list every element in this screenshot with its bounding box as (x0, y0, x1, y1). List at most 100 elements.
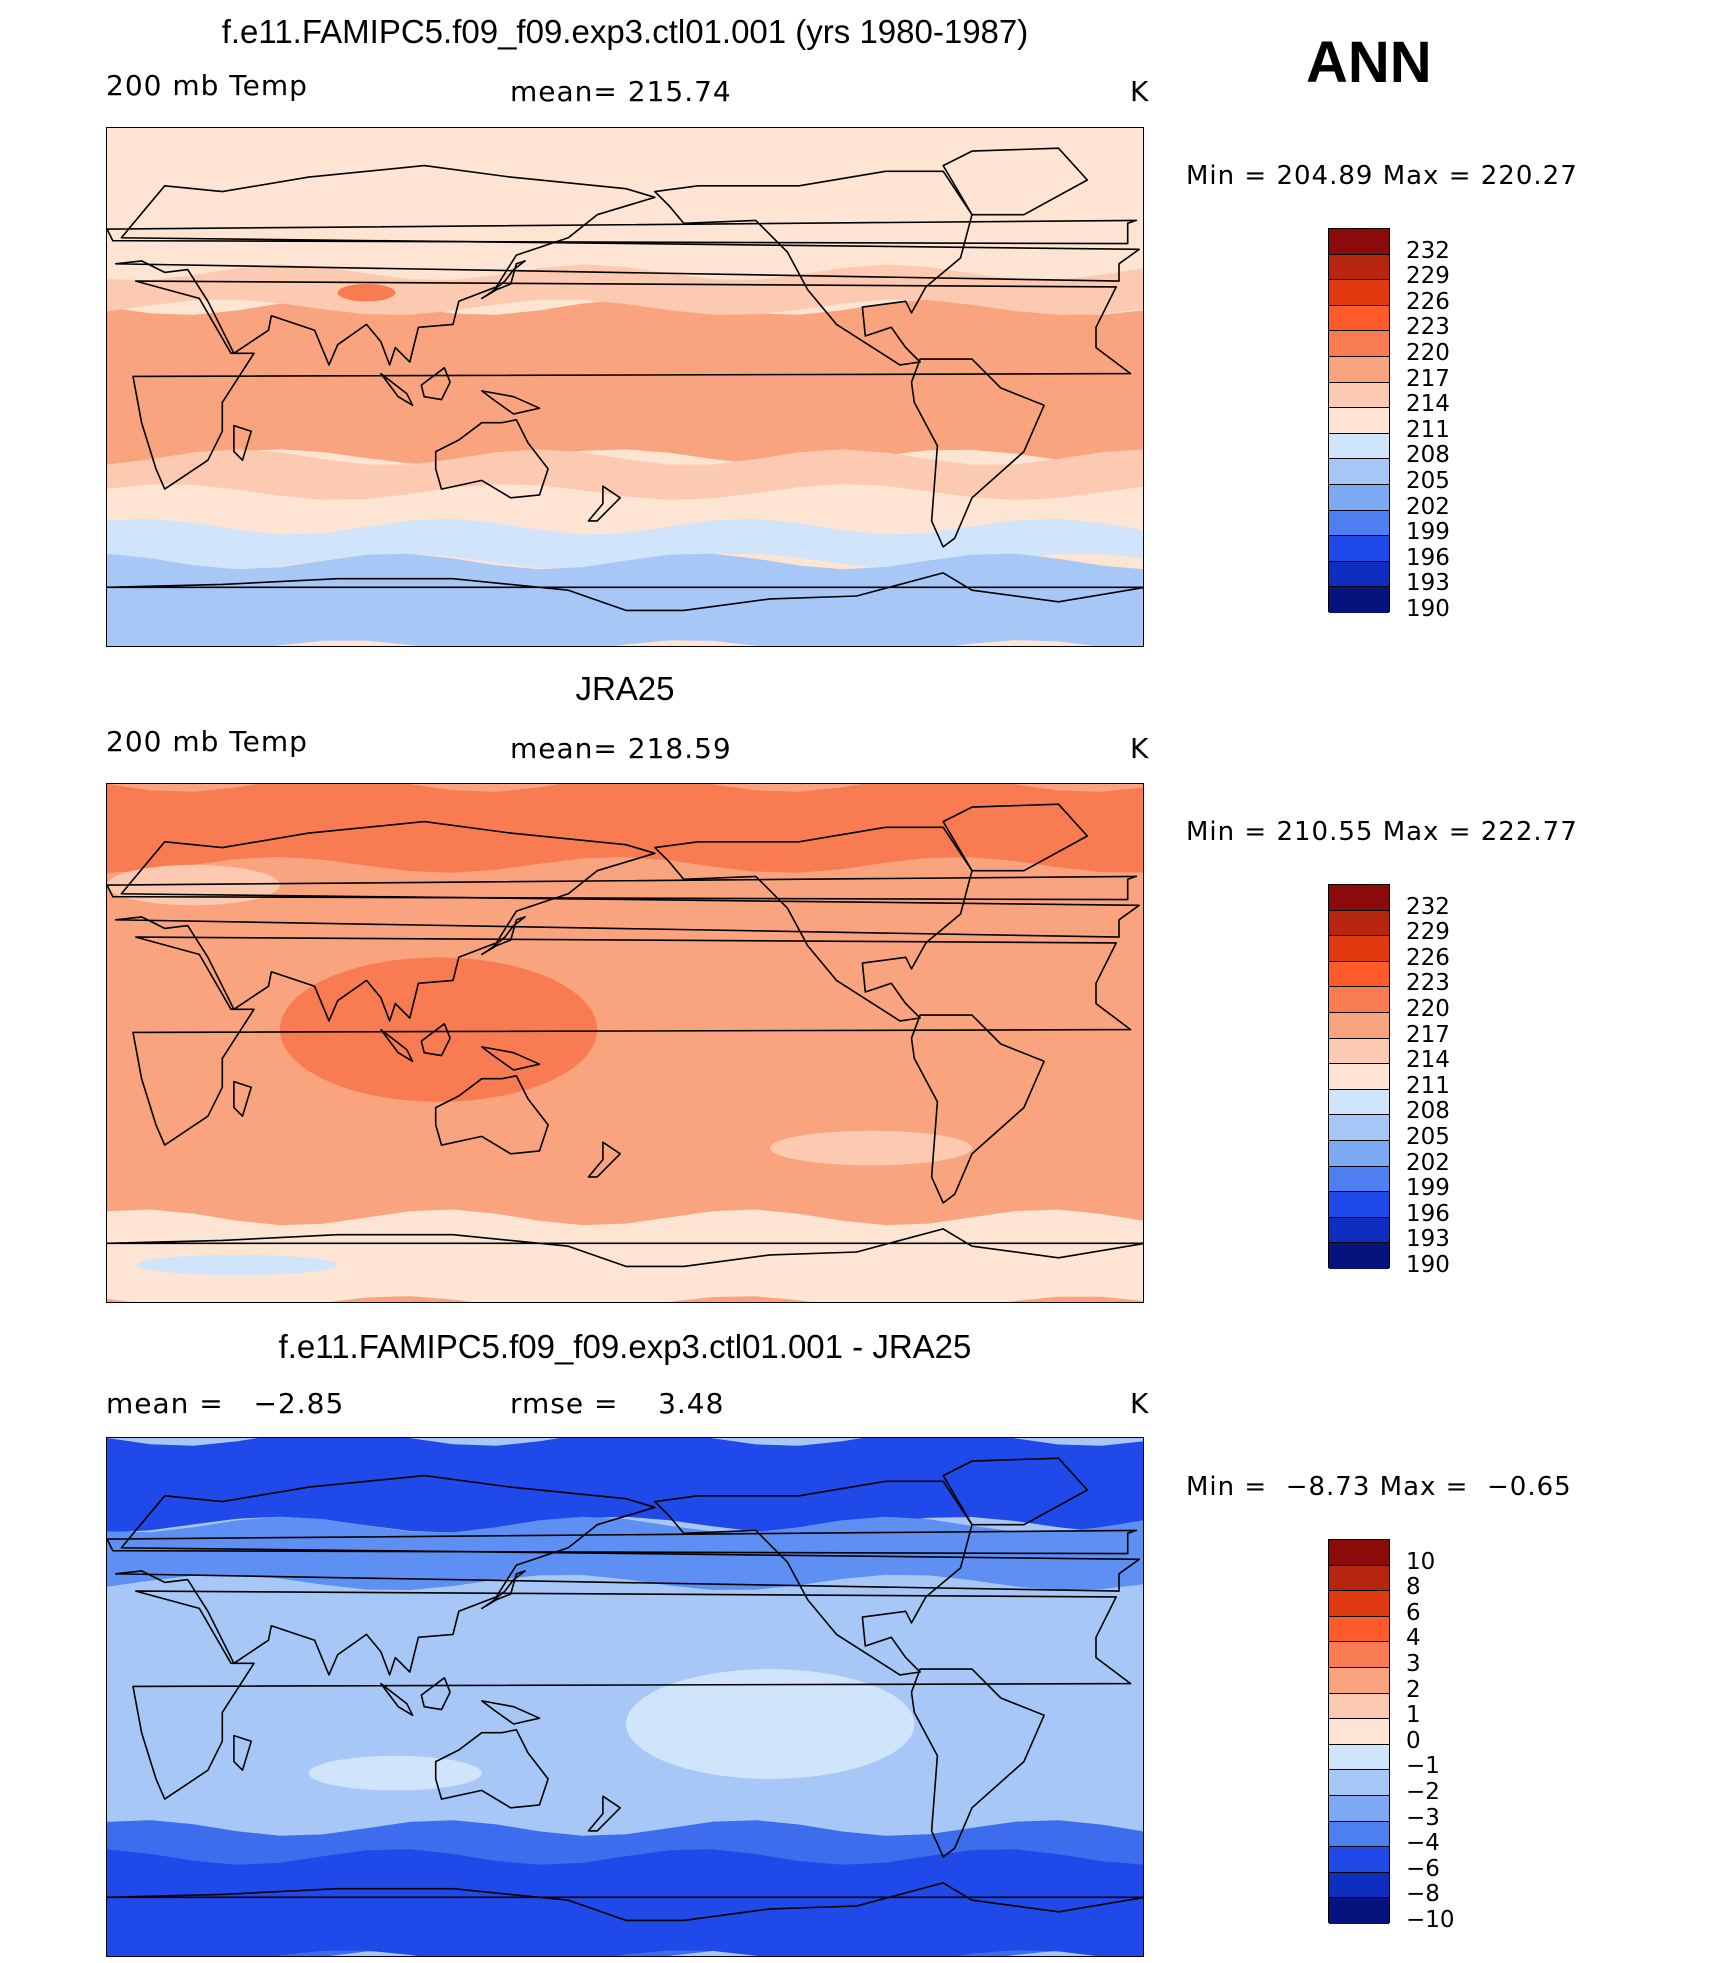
colorbar-tick-label: 10 (1406, 1548, 1436, 1575)
contour-region (107, 449, 1143, 500)
contour-region (107, 1849, 1143, 1956)
colorbar-cell (1329, 1243, 1389, 1269)
contour-region (107, 553, 1143, 646)
panel-2-colorbar (1328, 884, 1390, 1269)
colorbar-tick-label: −8 (1406, 1881, 1440, 1908)
colorbar-tick-label: 211 (1406, 1072, 1450, 1099)
contour-region (626, 1669, 915, 1779)
coastline (910, 358, 1045, 548)
contour-region (280, 957, 598, 1102)
colorbar-cell (1329, 1064, 1389, 1090)
coastline (420, 1677, 451, 1711)
colorbar-tick-label: 208 (1406, 442, 1450, 469)
coastline (480, 916, 526, 956)
coastline (480, 1046, 541, 1071)
coastline (114, 164, 1140, 366)
panel-2-variable-label: 200 mb Temp (106, 725, 308, 758)
colorbar-tick-label: −1 (1406, 1753, 1440, 1780)
contour-region (107, 518, 1143, 570)
colorbar-tick-label: 199 (1406, 1175, 1450, 1202)
panel-3-map-svg (107, 1438, 1143, 1956)
coastline (434, 418, 549, 499)
colorbar-cell (1329, 433, 1389, 460)
panel-1-variable-label: 200 mb Temp (106, 69, 308, 102)
contour-region (135, 1254, 338, 1276)
colorbar-cell (1329, 1847, 1389, 1873)
colorbar-tick-label: 205 (1406, 468, 1450, 494)
coastline (107, 1882, 1143, 1922)
colorbar-cell (1329, 587, 1389, 613)
colorbar-cell (1329, 1795, 1389, 1822)
panel-1-map-svg (107, 128, 1143, 646)
colorbar-cell (1329, 987, 1389, 1013)
colorbar-cell (1329, 280, 1389, 306)
colorbar-tick-label: 217 (1406, 1021, 1450, 1048)
colorbar-tick-label: 1 (1406, 1702, 1421, 1729)
colorbar-cell (1329, 254, 1389, 281)
colorbar-cell (1329, 536, 1389, 562)
colorbar-tick-label: 2 (1406, 1676, 1421, 1703)
panel-1-title: f.e11.FAMIPC5.f09_f09.exp3.ctl01.001 (yr… (221, 13, 1029, 50)
colorbar-cell (1329, 1540, 1389, 1566)
contour-region (107, 1438, 1143, 1533)
coastline (380, 1682, 414, 1717)
colorbar-cell (1329, 1642, 1389, 1668)
colorbar-cell (1329, 1770, 1389, 1796)
coastline (480, 260, 526, 300)
colorbar-tick-label: 220 (1406, 996, 1450, 1022)
coastline (480, 390, 541, 415)
colorbar-cell (1329, 1719, 1389, 1745)
contour-region (337, 284, 396, 302)
colorbar-tick-label: 4 (1406, 1625, 1421, 1652)
colorbar-cell (1329, 1115, 1389, 1141)
colorbar-tick-label: 193 (1406, 1226, 1450, 1253)
panel-3-rmse-label: rmse = 3.48 (510, 1387, 725, 1420)
contour-region (107, 1209, 1143, 1302)
coastline (233, 1080, 252, 1118)
coastline (480, 1570, 526, 1610)
colorbar-cell (1329, 1821, 1389, 1848)
coastline (380, 372, 414, 407)
panel-1-map (106, 127, 1144, 647)
coastline (132, 280, 1132, 490)
colorbar-tick-label: 217 (1406, 365, 1450, 392)
coastline (233, 424, 252, 462)
colorbar-tick-label: 214 (1406, 1047, 1450, 1074)
colorbar-tick-label: 223 (1406, 970, 1450, 997)
colorbar-cell (1329, 885, 1389, 911)
colorbar-cell (1329, 1166, 1389, 1193)
coastline (380, 1028, 414, 1063)
colorbar-cell (1329, 331, 1389, 357)
panel-1-minmax: Min = 204.89 Max = 220.27 (1186, 161, 1578, 191)
colorbar-tick-label: 8 (1406, 1574, 1421, 1601)
coastline (434, 1728, 549, 1809)
coastline (910, 1014, 1045, 1204)
colorbar-tick-label: −3 (1406, 1804, 1440, 1831)
panel-3-mean-label: mean = −2.85 (106, 1387, 345, 1420)
coastline (653, 170, 973, 366)
panel-3-map (106, 1437, 1144, 1957)
colorbar-cell (1329, 561, 1389, 588)
colorbar-tick-label: −2 (1406, 1779, 1440, 1805)
colorbar-cell (1329, 961, 1389, 988)
coastline (107, 1228, 1143, 1268)
colorbar-tick-label: 196 (1406, 1200, 1450, 1227)
panel-3-title: f.e11.FAMIPC5.f09_f09.exp3.ctl01.001 - J… (278, 1328, 972, 1365)
coastline (434, 1074, 549, 1155)
colorbar-cell (1329, 408, 1389, 434)
colorbar-tick-label: 6 (1406, 1599, 1421, 1626)
colorbar-tick-label: 205 (1406, 1124, 1450, 1150)
colorbar-tick-label: 202 (1406, 493, 1450, 520)
colorbar-tick-label: −6 (1406, 1855, 1440, 1882)
colorbar-tick-label: 232 (1406, 237, 1450, 264)
coastline (942, 147, 1089, 216)
panel-2-map (106, 783, 1144, 1303)
colorbar-cell (1329, 510, 1389, 537)
colorbar-tick-label: 214 (1406, 391, 1450, 418)
panel-2-units-label: K (1130, 732, 1150, 765)
colorbar-cell (1329, 1693, 1389, 1720)
colorbar-tick-label: 211 (1406, 416, 1450, 443)
colorbar-cell (1329, 229, 1389, 255)
season-label: ANN (1306, 30, 1432, 95)
colorbar-tick-label: 196 (1406, 544, 1450, 571)
